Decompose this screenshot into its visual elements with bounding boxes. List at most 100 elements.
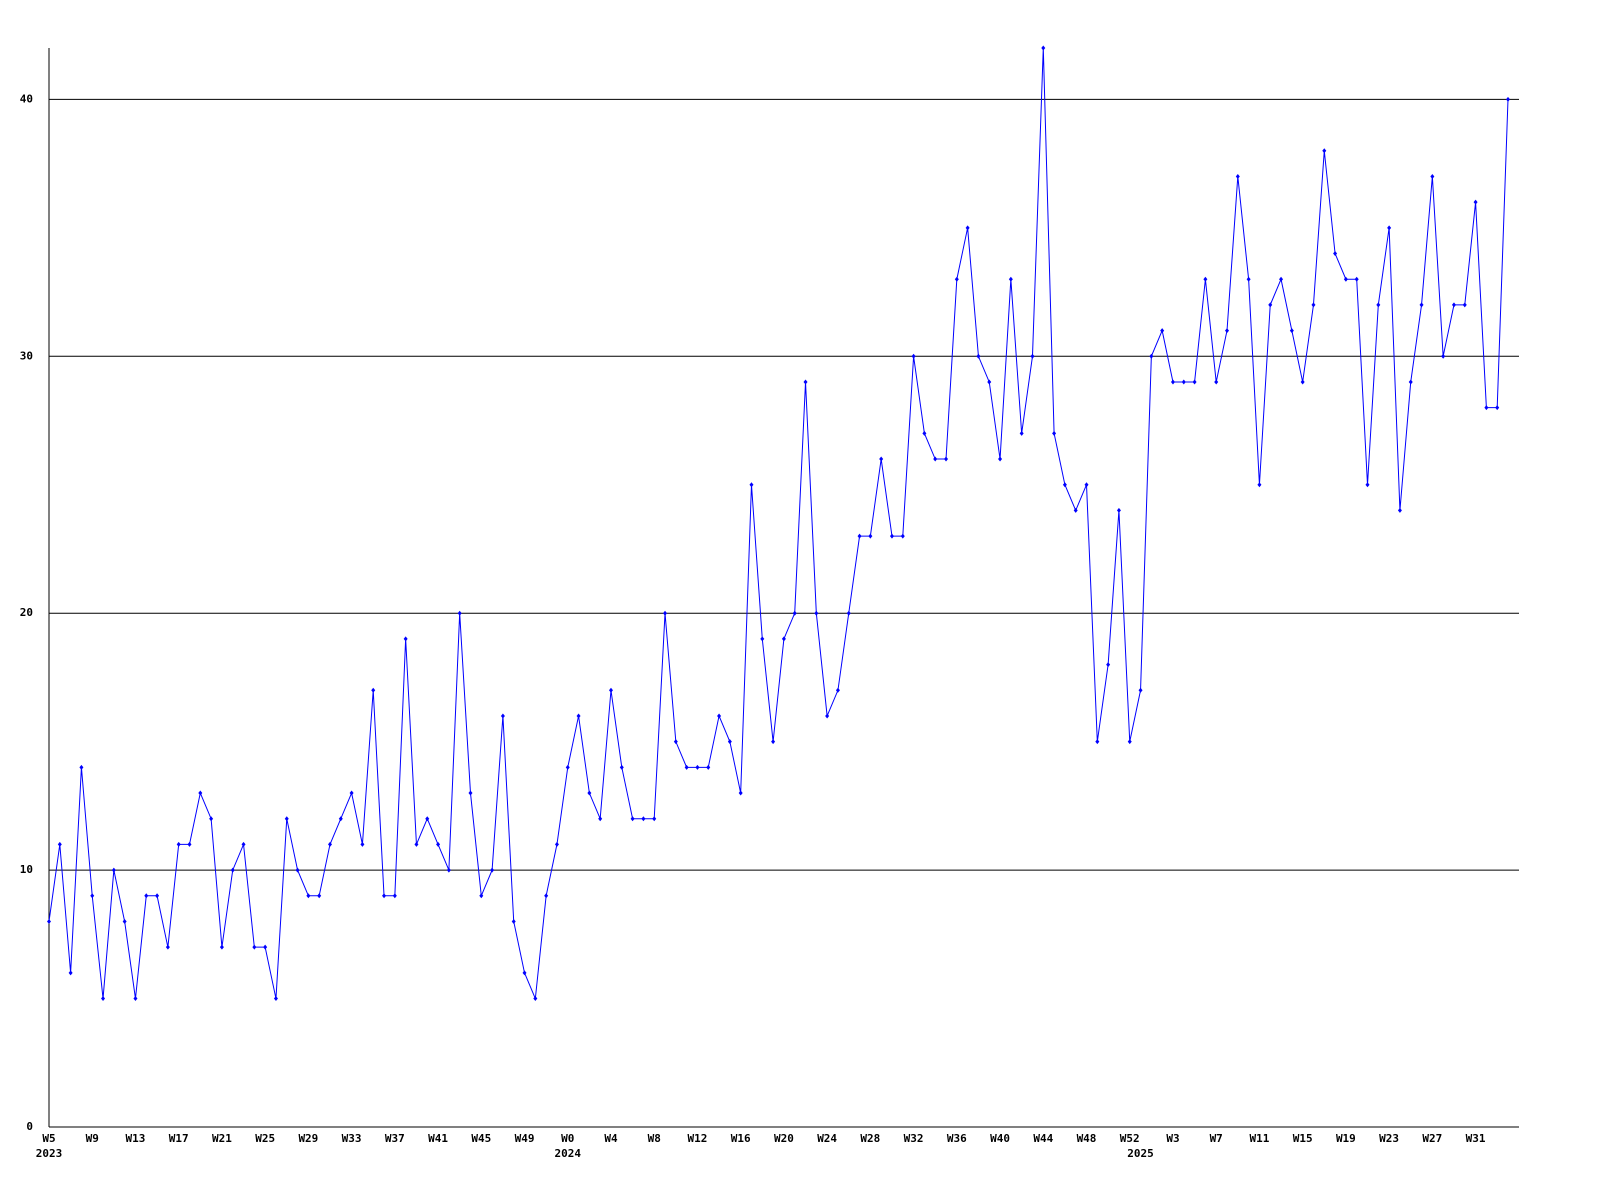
data-point [338, 816, 343, 822]
data-point [1430, 173, 1435, 179]
data-point [630, 816, 635, 822]
data-point [219, 944, 224, 950]
data-point [79, 764, 84, 770]
data-point [230, 867, 235, 873]
data-point [1181, 379, 1186, 385]
data-point [803, 379, 808, 385]
x-tick-label: W27 [1422, 1132, 1442, 1145]
data-point [1441, 353, 1446, 359]
x-tick-label: W8 [648, 1132, 661, 1145]
data-point [1343, 276, 1348, 282]
y-tick-label: 10 [20, 863, 33, 876]
data-point [1030, 353, 1035, 359]
data-point [835, 687, 840, 693]
data-point [1062, 482, 1067, 488]
data-point [1084, 482, 1089, 488]
x-tick-label: W49 [515, 1132, 535, 1145]
x-year-label: 2023 [36, 1147, 63, 1160]
data-point [317, 893, 322, 899]
data-point [727, 739, 732, 745]
x-tick-label: W41 [428, 1132, 448, 1145]
data-point [371, 687, 376, 693]
data-point [155, 893, 160, 899]
data-point [425, 816, 430, 822]
data-point [598, 816, 603, 822]
data-point [1333, 251, 1338, 257]
data-point [1214, 379, 1219, 385]
x-tick-label: W28 [860, 1132, 880, 1145]
data-point [565, 764, 570, 770]
x-tick-label: W4 [604, 1132, 618, 1145]
data-point [490, 867, 495, 873]
data-point [954, 276, 959, 282]
data-point [392, 893, 397, 899]
data-point [684, 764, 689, 770]
data-point [198, 790, 203, 796]
x-year-label: 2024 [555, 1147, 582, 1160]
data-point [403, 636, 408, 642]
data-point [1095, 739, 1100, 745]
data-point [1484, 405, 1489, 411]
data-point [922, 430, 927, 436]
data-point [144, 893, 149, 899]
x-tick-label: W5 [42, 1132, 55, 1145]
data-point [1419, 302, 1424, 308]
data-point [825, 713, 830, 719]
data-point [1052, 430, 1057, 436]
data-point [468, 790, 473, 796]
data-point [792, 610, 797, 616]
data-line [48, 47, 1509, 999]
data-point [1268, 302, 1273, 308]
data-point [382, 893, 387, 899]
data-point [695, 764, 700, 770]
data-point [1225, 328, 1230, 334]
data-point [587, 790, 592, 796]
x-tick-label: W25 [255, 1132, 275, 1145]
data-point [457, 610, 462, 616]
x-tick-label: W44 [1033, 1132, 1053, 1145]
data-point [857, 533, 862, 539]
y-tick-label: 40 [20, 92, 33, 105]
data-point [327, 841, 332, 847]
data-point [1246, 276, 1251, 282]
data-point [90, 893, 95, 899]
data-point [1495, 405, 1500, 411]
data-point [965, 225, 970, 231]
data-point [1138, 687, 1143, 693]
x-tick-label: W37 [385, 1132, 405, 1145]
data-point [911, 353, 916, 359]
data-point [284, 816, 289, 822]
data-point [1289, 328, 1294, 334]
x-tick-label: W0 [561, 1132, 574, 1145]
data-point [1149, 353, 1154, 359]
x-tick-label: W36 [947, 1132, 967, 1145]
x-tick-label: W13 [126, 1132, 146, 1145]
data-point [1192, 379, 1197, 385]
data-point [619, 764, 624, 770]
data-point [360, 841, 365, 847]
data-point [771, 739, 776, 745]
data-point [446, 867, 451, 873]
data-point [187, 841, 192, 847]
x-tick-label: W48 [1077, 1132, 1097, 1145]
data-point [814, 610, 819, 616]
data-point [209, 816, 214, 822]
data-point [522, 970, 527, 976]
data-point [1322, 148, 1327, 154]
data-point [122, 918, 127, 924]
data-point [306, 893, 311, 899]
data-point [436, 841, 441, 847]
data-point [1106, 662, 1111, 668]
x-tick-label: W7 [1210, 1132, 1223, 1145]
data-point [1235, 173, 1240, 179]
x-tick-label: W15 [1293, 1132, 1313, 1145]
data-point [263, 944, 268, 950]
data-point [868, 533, 873, 539]
data-point [641, 816, 646, 822]
y-tick-label: 30 [20, 349, 33, 362]
data-point [479, 893, 484, 899]
data-point [500, 713, 505, 719]
data-point [933, 456, 938, 462]
data-point [1203, 276, 1208, 282]
